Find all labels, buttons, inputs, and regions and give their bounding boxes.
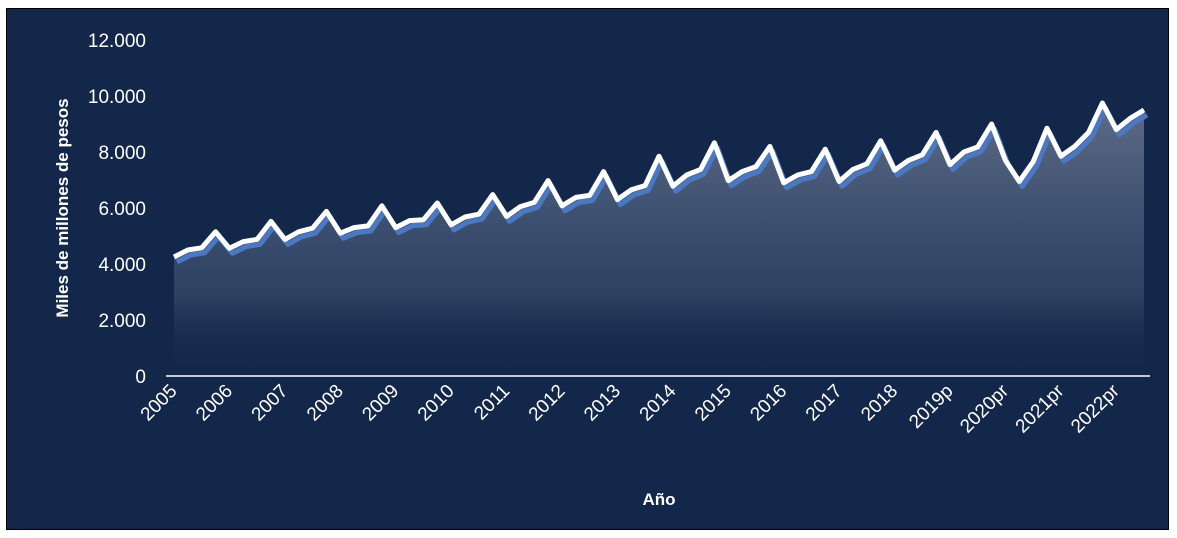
- x-tick-label: 2006: [192, 381, 237, 426]
- x-tick-label: 2012: [525, 381, 570, 426]
- x-tick-label: 2008: [303, 381, 348, 426]
- x-tick-label: 2016: [747, 381, 792, 426]
- y-axis-ticks: 0 2.000 4.000 6.000 8.000 10.000 12.000: [88, 31, 146, 388]
- y-tick-label: 12.000: [88, 31, 146, 52]
- x-tick-label: 2019p: [905, 381, 957, 433]
- series-line: [172, 100, 1146, 260]
- x-tick-label: 2017: [802, 381, 847, 426]
- x-tick-label: 2021pr: [1012, 380, 1069, 437]
- x-tick-label: 2007: [248, 381, 293, 426]
- x-tick-label: 2015: [691, 381, 736, 426]
- series-line-group: [172, 100, 1149, 265]
- y-tick-label: 6.000: [98, 199, 146, 220]
- y-tick-label: 10.000: [88, 87, 146, 108]
- x-tick-label: 2018: [857, 381, 902, 426]
- y-tick-label: 2.000: [98, 311, 146, 332]
- x-tick-label: 2009: [359, 381, 404, 426]
- y-tick-label: 0: [135, 367, 146, 388]
- area-hatching: [172, 103, 1146, 376]
- y-axis-title: Miles de millones de pesos: [53, 98, 72, 317]
- y-tick-label: 8.000: [98, 143, 146, 164]
- x-tick-label: 2013: [580, 381, 625, 426]
- y-tick-label: 4.000: [98, 255, 146, 276]
- x-tick-label: 2011: [470, 381, 514, 425]
- x-tick-label: 2010: [414, 381, 459, 426]
- x-axis-ticks: 2005 2006 2007 2008 2009 2010 2011 2012 2013 2014…: [137, 380, 1125, 437]
- x-tick-label: 2022pr: [1067, 380, 1124, 437]
- x-tick-label: 2020pr: [956, 380, 1013, 437]
- x-tick-label: 2014: [636, 380, 681, 425]
- x-axis-title: Año: [642, 490, 675, 509]
